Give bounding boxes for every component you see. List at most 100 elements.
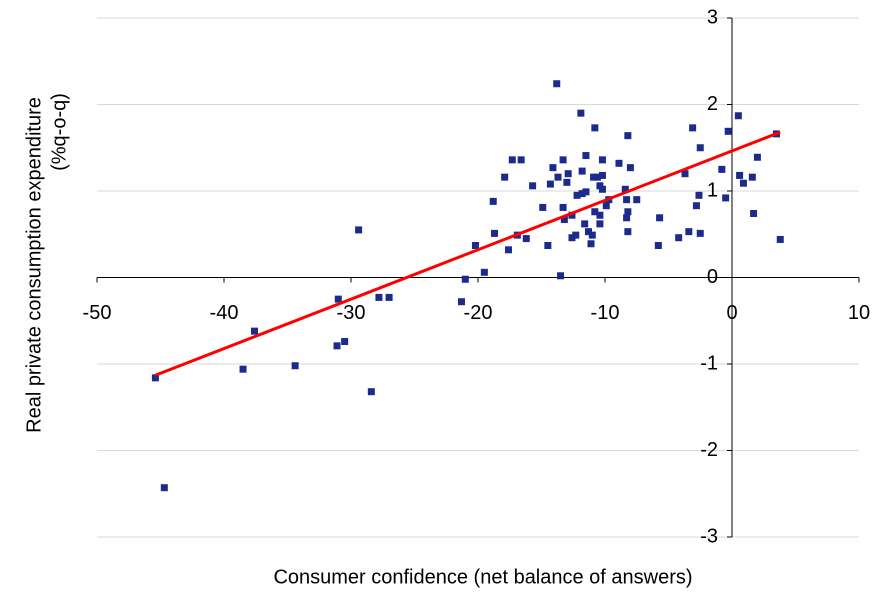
point xyxy=(718,165,726,173)
point xyxy=(529,182,537,190)
point xyxy=(734,112,742,120)
point xyxy=(695,191,703,199)
point xyxy=(633,196,641,204)
y-axis-title: (%q-o-q) xyxy=(48,93,70,171)
point xyxy=(598,171,606,179)
point xyxy=(355,226,363,234)
point xyxy=(624,132,632,140)
x-tick-label: -40 xyxy=(210,302,239,324)
point xyxy=(587,240,595,248)
point xyxy=(681,170,689,178)
point xyxy=(333,342,341,350)
point xyxy=(577,109,585,117)
y-tick-label: 0 xyxy=(707,266,718,288)
point xyxy=(776,235,784,243)
point xyxy=(560,216,568,224)
point xyxy=(584,228,592,236)
point xyxy=(504,246,512,254)
point xyxy=(563,178,571,186)
point xyxy=(692,202,700,210)
point xyxy=(508,156,516,164)
point xyxy=(539,203,547,211)
point xyxy=(578,167,586,175)
trend-line xyxy=(154,130,781,377)
point xyxy=(491,229,499,237)
y-axis-title: Real private consumption expenditure xyxy=(23,97,45,433)
point xyxy=(554,173,562,181)
point xyxy=(568,211,576,219)
point xyxy=(724,127,732,135)
point xyxy=(471,241,479,249)
point xyxy=(656,214,664,222)
y-tick-label: -1 xyxy=(700,352,718,374)
point xyxy=(564,170,572,178)
point xyxy=(624,228,632,236)
point xyxy=(623,196,631,204)
point xyxy=(675,234,683,242)
y-tick-label: -3 xyxy=(700,525,718,547)
point xyxy=(559,156,567,164)
x-tick-label: -20 xyxy=(464,302,493,324)
point xyxy=(615,159,623,167)
y-tick-label: 1 xyxy=(707,179,718,201)
point xyxy=(591,208,599,216)
x-tick-label: 10 xyxy=(848,302,870,324)
point xyxy=(602,202,610,210)
point xyxy=(489,197,497,205)
point xyxy=(696,144,704,152)
point xyxy=(621,185,629,193)
x-tick-label: -10 xyxy=(591,302,620,324)
point xyxy=(588,231,596,239)
point xyxy=(750,209,758,217)
point xyxy=(598,156,606,164)
point xyxy=(582,152,590,160)
point xyxy=(544,241,552,249)
point xyxy=(385,293,393,301)
x-axis-title: Consumer confidence (net balance of answ… xyxy=(273,566,692,588)
point xyxy=(590,173,598,181)
point xyxy=(593,173,601,181)
point xyxy=(291,362,299,370)
point xyxy=(546,180,554,188)
point xyxy=(696,229,704,237)
point xyxy=(375,293,383,301)
point xyxy=(596,211,604,219)
point xyxy=(457,298,465,306)
point xyxy=(739,179,747,187)
point xyxy=(753,153,761,161)
point xyxy=(623,214,631,222)
y-tick-label: -2 xyxy=(700,439,718,461)
point xyxy=(480,268,488,276)
point xyxy=(685,228,693,236)
point xyxy=(573,191,581,199)
x-tick-label: -30 xyxy=(337,302,366,324)
point xyxy=(461,275,469,283)
point xyxy=(557,272,565,280)
point xyxy=(559,203,567,211)
point xyxy=(160,484,168,492)
point xyxy=(582,188,590,196)
point xyxy=(568,234,576,242)
point xyxy=(151,374,159,382)
point xyxy=(522,235,530,243)
point xyxy=(341,338,349,346)
point xyxy=(591,124,599,132)
point xyxy=(250,327,258,335)
point xyxy=(626,164,634,172)
point xyxy=(581,220,589,228)
y-tick-label: 2 xyxy=(707,93,718,115)
y-tick-label: 3 xyxy=(707,6,718,28)
point xyxy=(722,194,730,202)
point xyxy=(748,173,756,181)
point xyxy=(598,185,606,193)
point xyxy=(334,295,342,303)
point xyxy=(596,220,604,228)
x-tick-label: -50 xyxy=(83,302,112,324)
point xyxy=(572,231,580,239)
point xyxy=(367,388,375,396)
point xyxy=(517,156,525,164)
point xyxy=(553,80,561,88)
point xyxy=(689,124,697,132)
point xyxy=(549,164,557,172)
point xyxy=(736,171,744,179)
